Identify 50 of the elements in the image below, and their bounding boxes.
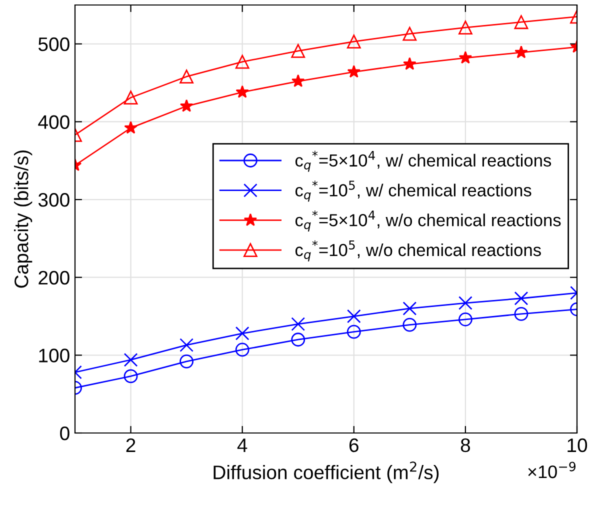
y-tick-label: 400 bbox=[38, 115, 70, 129]
point bbox=[291, 44, 306, 58]
point bbox=[291, 74, 305, 88]
y-tick-label: 300 bbox=[38, 193, 70, 207]
y-tick-label: 200 bbox=[38, 270, 70, 285]
text: ×10$^{−9}$ bbox=[528, 462, 576, 478]
y-tick-label: 500 bbox=[38, 37, 70, 52]
point bbox=[235, 342, 250, 357]
point bbox=[347, 64, 361, 78]
point bbox=[180, 338, 194, 352]
point bbox=[402, 318, 417, 332]
point bbox=[514, 46, 528, 58]
point bbox=[458, 20, 472, 35]
point bbox=[403, 57, 416, 70]
point bbox=[402, 302, 417, 316]
point bbox=[124, 369, 138, 384]
x-tick-label: 2 bbox=[126, 438, 136, 452]
y-axis-title: Capacity (bits/s) bbox=[14, 150, 32, 288]
x-tick-label: 8 bbox=[460, 438, 470, 452]
point bbox=[124, 352, 138, 367]
point bbox=[235, 54, 250, 69]
legend-label: c$_{q}$$^{*}$=5×10$^{4}$, w/ chemical reactions bbox=[295, 150, 552, 172]
legend-label: c$_{q}$$^{*}$=5×10$^{4}$, w/o chemical reactions bbox=[295, 210, 561, 232]
point bbox=[458, 296, 472, 310]
point bbox=[514, 15, 528, 30]
point bbox=[235, 326, 250, 340]
point bbox=[346, 34, 361, 49]
point bbox=[236, 85, 249, 98]
point bbox=[124, 90, 138, 105]
point bbox=[180, 70, 194, 84]
x-tick-label: 6 bbox=[349, 438, 358, 452]
point bbox=[458, 312, 472, 326]
point bbox=[124, 121, 138, 134]
point bbox=[514, 306, 528, 321]
legend-label: c$_{q}$$^{*}$=10$^{5}$, w/ chemical reactions bbox=[295, 180, 532, 202]
point bbox=[346, 309, 361, 324]
y-tick-label: 100 bbox=[39, 348, 70, 362]
y-tick-label: 0 bbox=[60, 426, 70, 440]
point bbox=[180, 354, 194, 368]
point bbox=[458, 50, 472, 64]
point bbox=[180, 99, 194, 112]
x-tick-label: 4 bbox=[237, 438, 248, 452]
x-tick-label: 10 bbox=[568, 438, 588, 452]
point bbox=[402, 26, 417, 41]
x-axis-title: Diffusion coefficient (m$^{2}$/s) bbox=[214, 462, 439, 484]
point bbox=[291, 332, 306, 347]
point bbox=[346, 324, 361, 339]
point bbox=[514, 291, 528, 306]
legend-label: c$_{q}$$^{*}$=10$^{5}$, w/o chemical reactions bbox=[295, 240, 541, 262]
point bbox=[291, 317, 306, 331]
